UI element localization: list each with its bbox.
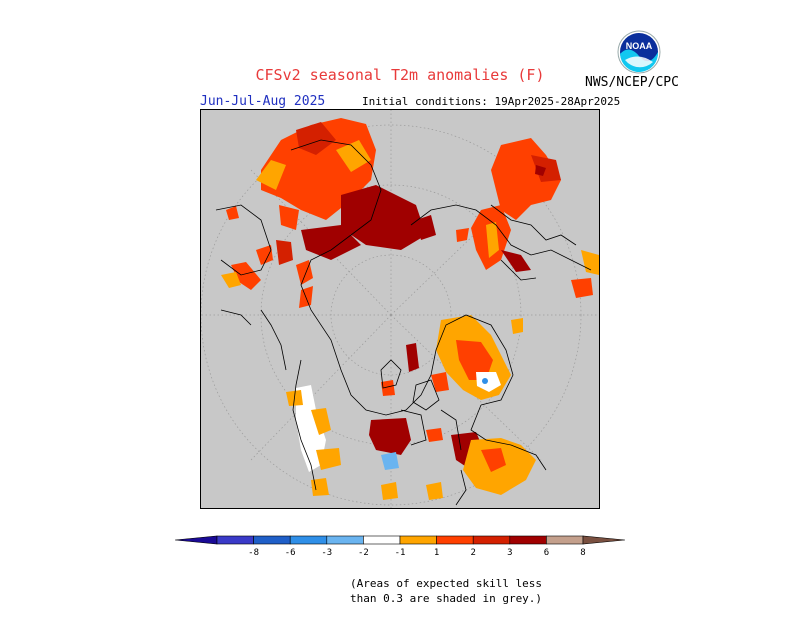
legend-arrow-high (582, 535, 626, 545)
legend-swatch (216, 535, 254, 545)
legend-swatch (546, 535, 584, 545)
legend-swatch (289, 535, 328, 545)
legend-swatch (436, 535, 474, 545)
coastlines (215, 139, 592, 506)
legend-tick-label: -3 (321, 548, 332, 558)
legend-tick-label: -2 (358, 548, 369, 558)
legend-tick-label: 1 (434, 548, 439, 558)
initial-conditions-label: Initial conditions: 19Apr2025-28Apr2025 (362, 95, 621, 108)
season-label: Jun-Jul-Aug 2025 (200, 94, 326, 109)
legend-swatch (253, 535, 291, 545)
anomaly-northeast (456, 138, 599, 298)
footnote-line-1: (Areas of expected skill less (350, 577, 543, 590)
legend-tick-label: 6 (544, 548, 549, 558)
noaa-logo-text: NOAA (626, 41, 653, 51)
anomaly-central-south (286, 380, 536, 500)
legend-tick-label: -1 (395, 548, 406, 558)
legend-swatch (399, 535, 437, 545)
legend-swatch (472, 535, 511, 545)
anomaly-europe (221, 118, 436, 308)
legend-tick-label: 2 (470, 548, 475, 558)
legend-tick-label: 3 (507, 548, 512, 558)
legend-tick-label: -8 (248, 548, 259, 558)
chart-title: CFSv2 seasonal T2m anomalies (F) (255, 66, 545, 84)
legend-tick-label: -6 (285, 548, 296, 558)
legend-swatch (326, 535, 364, 545)
legend-tick-label: 8 (580, 548, 585, 558)
footnote-line-2: than 0.3 are shaded in grey.) (350, 592, 543, 605)
skill-footnote: (Areas of expected skill less than 0.3 a… (350, 576, 542, 606)
map-canvas (201, 110, 599, 508)
legend-swatch (509, 535, 547, 545)
agency-label: NWS/NCEP/CPC (585, 75, 679, 90)
noaa-logo: NOAA (617, 30, 661, 74)
polar-map (200, 109, 600, 509)
legend-swatch (363, 535, 401, 545)
anomaly-canada-east (406, 315, 523, 400)
legend-arrow-low (174, 535, 218, 545)
